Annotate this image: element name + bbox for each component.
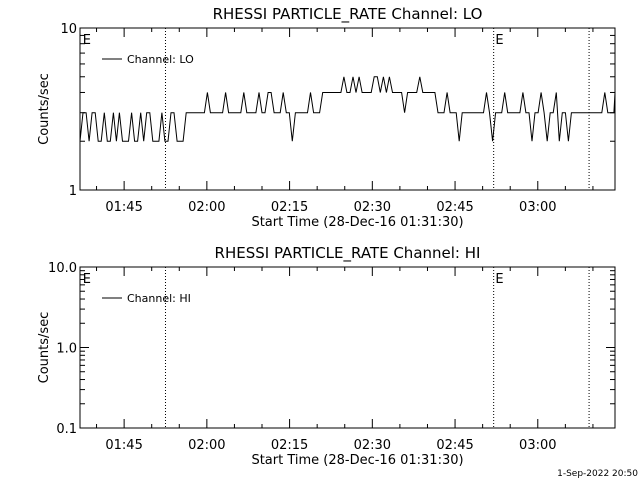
y-tick-label: 1: [69, 184, 77, 199]
x-tick-label: 01:45: [105, 438, 142, 453]
timestamp-footer: 1-Sep-2022 20:50: [557, 469, 638, 479]
x-tick-label: 02:45: [436, 200, 473, 215]
y-tick-label: 10: [60, 22, 77, 37]
chart-panel-lo: RHESSI PARTICLE_RATE Channel: LO Start T…: [37, 5, 616, 230]
y-tick-label: 10.0: [48, 261, 77, 276]
series-line-lo: [79, 76, 616, 142]
x-tick-label: 01:45: [105, 200, 142, 215]
x-tick-label: 02:30: [354, 438, 391, 453]
x-tick-label: 02:15: [271, 200, 308, 215]
x-axis-label: Start Time (28-Dec-16 01:31:30): [251, 453, 463, 468]
x-tick-label: 02:00: [188, 200, 225, 215]
x-tick-label: 02:45: [436, 438, 473, 453]
x-tick-label: 02:30: [354, 200, 391, 215]
x-tick-label: 03:00: [519, 438, 556, 453]
event-marker: E: [83, 272, 91, 287]
legend-label: Channel: HI: [127, 292, 191, 305]
event-marker: E: [495, 272, 503, 287]
event-marker: E: [495, 33, 503, 48]
y-tick-label: 1.0: [56, 342, 77, 357]
y-axis-label: Counts/sec: [37, 312, 52, 384]
x-tick-label: 02:00: [188, 438, 225, 453]
x-axis-label: Start Time (28-Dec-16 01:31:30): [251, 215, 463, 230]
x-tick-label: 03:00: [519, 200, 556, 215]
chart-title: RHESSI PARTICLE_RATE Channel: LO: [213, 5, 483, 24]
legend-label: Channel: LO: [127, 53, 194, 66]
event-marker: E: [83, 33, 91, 48]
y-axis-label: Counts/sec: [37, 73, 52, 145]
y-tick-label: 0.1: [56, 422, 77, 437]
chart-title: RHESSI PARTICLE_RATE Channel: HI: [215, 244, 481, 263]
chart-panel-hi: RHESSI PARTICLE_RATE Channel: HI Start T…: [37, 244, 616, 468]
x-tick-label: 02:15: [271, 438, 308, 453]
